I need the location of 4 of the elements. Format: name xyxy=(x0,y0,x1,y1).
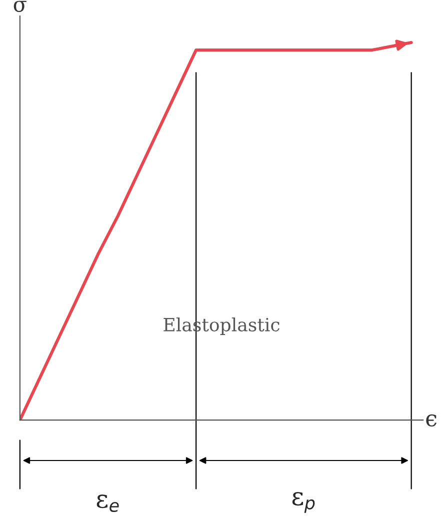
x-axis-title: ϵ xyxy=(426,414,437,427)
text: ε$_{p}$ xyxy=(292,492,315,513)
y-axis-title: σ xyxy=(14,0,26,12)
text: ε$_{e}$ xyxy=(96,494,119,512)
